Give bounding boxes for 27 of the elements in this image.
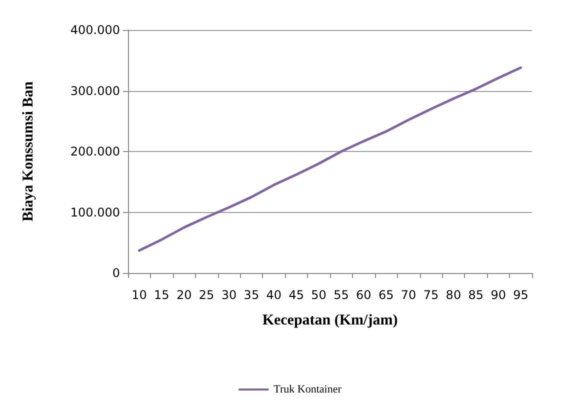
y-tick-label: 0 <box>112 266 120 280</box>
x-tick-label: 30 <box>221 288 237 302</box>
y-tick-label: 400.000 <box>70 23 120 37</box>
x-tick-label: 85 <box>468 288 484 302</box>
x-tick-label: 55 <box>334 288 349 302</box>
x-tick-label: 90 <box>490 288 506 302</box>
x-tick-label: 25 <box>198 288 214 302</box>
x-tick-label: 50 <box>311 288 326 302</box>
x-tick-label: 15 <box>154 288 170 302</box>
y-tick-label: 300.000 <box>70 84 120 98</box>
y-axis-title: Biaya Konssumsi Ban <box>20 80 36 222</box>
x-tick-label: 95 <box>513 288 528 302</box>
legend-label: Truk Kontainer <box>274 384 342 396</box>
y-tick-label: 100.000 <box>70 205 120 220</box>
x-tick-label: 80 <box>446 288 462 302</box>
x-tick-label: 20 <box>176 288 192 302</box>
x-tick-label: 45 <box>288 288 304 302</box>
x-tick-label: 70 <box>400 288 416 302</box>
y-tick-label: 200.000 <box>70 144 120 158</box>
x-tick-label: 35 <box>244 288 260 302</box>
x-tick-label: 75 <box>423 288 439 302</box>
line-series <box>138 66 522 252</box>
x-tick-label: 40 <box>266 288 282 302</box>
x-tick-label: 65 <box>378 288 394 302</box>
x-axis-title: Kecepatan (Km/jam) <box>262 312 398 328</box>
x-tick-label: 10 <box>132 288 147 302</box>
x-tick-label: 60 <box>356 288 372 302</box>
